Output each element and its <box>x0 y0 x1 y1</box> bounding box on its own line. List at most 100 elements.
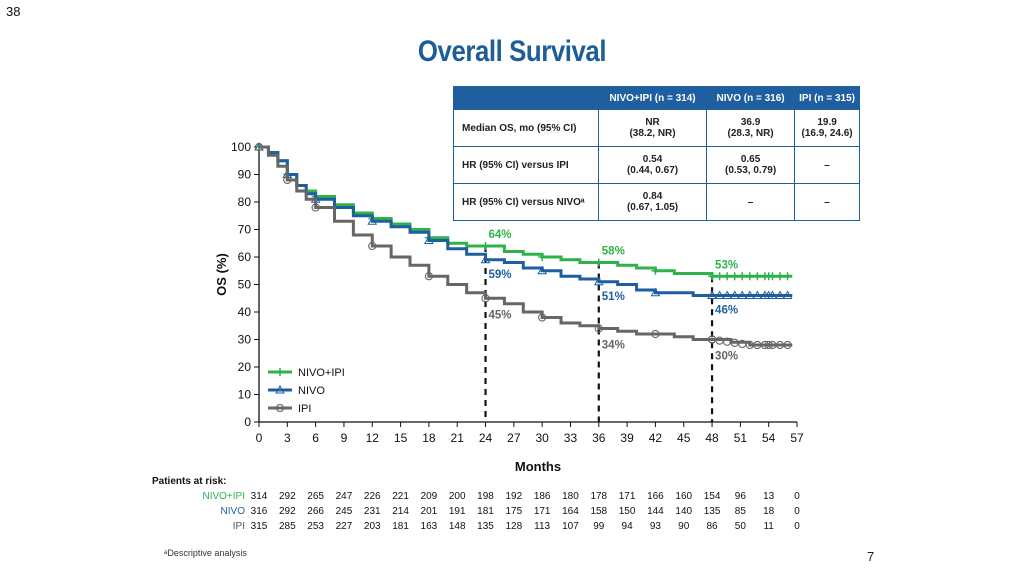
at-risk-value: 164 <box>562 506 579 517</box>
x-tick-label: 3 <box>284 431 291 445</box>
x-tick-label: 45 <box>677 431 691 445</box>
at-risk-value: 171 <box>534 506 551 517</box>
at-risk-value: 214 <box>392 506 409 517</box>
x-tick-label: 57 <box>790 431 804 445</box>
at-risk-value: 135 <box>477 521 494 532</box>
table-cell: 36.9 (28.3, NR) <box>706 109 796 147</box>
at-risk-value: 226 <box>364 491 381 502</box>
at-risk-value: 107 <box>562 521 579 532</box>
annotation-label: 34% <box>602 340 625 352</box>
at-risk-value: 150 <box>619 506 636 517</box>
censor-marker <box>729 290 740 299</box>
at-risk-value: 221 <box>392 491 409 502</box>
table-header-blank <box>452 86 600 110</box>
censor-marker <box>768 272 777 281</box>
censor-marker <box>782 290 793 299</box>
at-risk-value: 245 <box>336 506 353 517</box>
censor-marker <box>593 276 604 286</box>
at-risk-value: 85 <box>735 506 747 517</box>
at-risk-value: 292 <box>279 506 296 517</box>
annotation-label: 64% <box>489 229 512 241</box>
x-tick-label: 54 <box>762 431 776 445</box>
table-cell: 0.54 (0.44, 0.67) <box>598 146 708 184</box>
x-tick-label: 6 <box>312 431 319 445</box>
x-tick-label: 33 <box>564 431 578 445</box>
at-risk-value: 135 <box>704 506 721 517</box>
at-risk-value: 50 <box>735 521 747 532</box>
y-tick-label: 90 <box>238 168 252 182</box>
censor-marker <box>745 272 754 281</box>
footnote: ᵃDescriptive analysis <box>164 548 247 558</box>
at-risk-value: 181 <box>477 506 494 517</box>
at-risk-value: 166 <box>647 491 664 502</box>
y-tick-label: 10 <box>238 388 252 402</box>
at-risk-value: 292 <box>279 491 296 502</box>
table-header-nivo: NIVO (n = 316) <box>706 86 796 110</box>
at-risk-value: 13 <box>763 491 775 502</box>
table-row: Median OS, mo (95% CI) NR (38.2, NR) 36.… <box>452 109 860 147</box>
at-risk-value: 11 <box>763 521 774 532</box>
legend-label: NIVO <box>298 385 325 397</box>
table-cell: 0.84 (0.67, 1.05) <box>598 183 708 221</box>
annotation-label: 58% <box>602 246 625 258</box>
at-risk-value: 93 <box>650 521 662 532</box>
table-header-row: NIVO+IPI (n = 314) NIVO (n = 316) IPI (n… <box>452 86 860 110</box>
censor-marker <box>651 329 660 339</box>
at-risk-value: 144 <box>647 506 664 517</box>
censor-marker <box>368 241 377 251</box>
at-risk-value: 94 <box>622 521 634 532</box>
censor-marker <box>738 272 747 281</box>
x-tick-label: 48 <box>705 431 719 445</box>
at-risk-value: 209 <box>421 491 438 502</box>
at-risk-value: 203 <box>364 521 381 532</box>
at-risk-value: 90 <box>678 521 690 532</box>
at-risk-value: 0 <box>794 521 800 532</box>
censor-marker <box>723 272 732 281</box>
y-tick-label: 40 <box>238 305 252 319</box>
legend-marker <box>275 384 285 394</box>
censor-marker <box>538 313 547 322</box>
legend-label: IPI <box>298 403 311 415</box>
at-risk-value: 148 <box>449 521 466 532</box>
censor-marker <box>737 290 748 299</box>
censor-marker <box>424 272 434 281</box>
y-tick-label: 100 <box>231 140 251 154</box>
x-tick-label: 0 <box>256 431 263 445</box>
x-axis-label: Months <box>515 459 561 474</box>
table-cell: – <box>794 183 860 221</box>
censor-marker <box>753 272 762 281</box>
x-tick-label: 12 <box>366 431 380 445</box>
censor-marker <box>650 287 661 297</box>
x-tick-label: 9 <box>341 431 348 445</box>
x-tick-label: 42 <box>649 431 663 445</box>
at-risk-value: 180 <box>562 491 579 502</box>
at-risk-value: 181 <box>392 521 409 532</box>
y-tick-label: 80 <box>238 195 252 209</box>
legend-item: NIVO+IPI <box>268 367 345 379</box>
y-tick-label: 50 <box>238 278 252 292</box>
legend-label: NIVO+IPI <box>298 367 345 379</box>
censor-marker <box>594 258 603 267</box>
row-label-hr-vs-nivo: HR (95% CI) versus NIVOᵃ <box>452 183 600 221</box>
censor-marker <box>708 272 717 281</box>
x-tick-label: 27 <box>507 431 521 445</box>
censor-marker <box>707 290 717 299</box>
censor-marker <box>760 290 770 299</box>
legend-item: IPI <box>268 403 311 415</box>
legend-marker <box>276 368 284 376</box>
x-tick-label: 51 <box>734 431 748 445</box>
x-tick-label: 15 <box>394 431 408 445</box>
table-cell: NR (38.2, NR) <box>598 109 708 147</box>
censor-marker <box>424 235 434 244</box>
slide-number-bottom: 7 <box>867 549 875 564</box>
at-risk-value: 198 <box>477 491 494 502</box>
censor-marker <box>537 265 548 275</box>
table-header-ipi: IPI (n = 315) <box>794 86 860 110</box>
at-risk-row-label: IPI <box>233 521 245 532</box>
y-tick-label: 30 <box>238 333 252 347</box>
at-risk-value: 178 <box>590 491 607 502</box>
at-risk-value: 200 <box>449 491 466 502</box>
table-row: HR (95% CI) versus IPI 0.54 (0.44, 0.67)… <box>452 146 860 184</box>
at-risk-value: 0 <box>794 506 800 517</box>
table-header-nivo-ipi: NIVO+IPI (n = 314) <box>598 86 708 110</box>
